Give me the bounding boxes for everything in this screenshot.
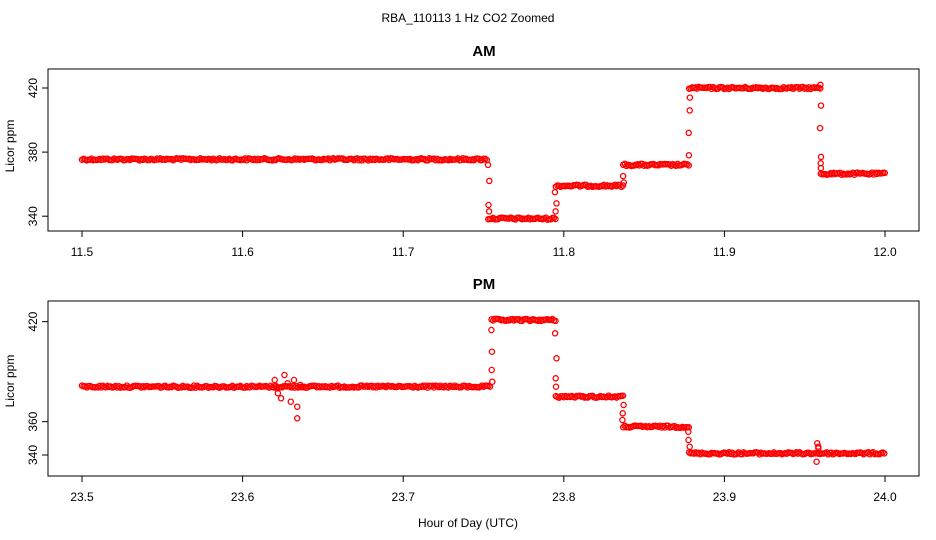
am-x-tick-label: 11.6 bbox=[231, 245, 254, 259]
am-segment-5-point bbox=[881, 169, 889, 177]
am-panel: AM Licor ppm 11.5 11.6 11.7 11.8 11.9 12.0 340… bbox=[3, 43, 920, 259]
pm-transition-0-point bbox=[488, 366, 495, 374]
x-axis-label: Hour of Day (UTC) bbox=[418, 516, 518, 530]
pm-outlier-point bbox=[271, 376, 278, 384]
am-transition-0-point bbox=[486, 177, 493, 185]
pm-outlier-point bbox=[287, 398, 295, 405]
pm-transition-0-point bbox=[488, 326, 495, 334]
am-x-tick-label: 12.0 bbox=[873, 245, 897, 259]
am-panel-title: AM bbox=[472, 43, 495, 60]
am-transition-4-point bbox=[816, 124, 824, 132]
pm-transition-0-point bbox=[489, 378, 496, 385]
am-transition-4-point bbox=[817, 164, 825, 172]
pm-plot-frame bbox=[47, 300, 920, 477]
pm-x-tick-label: 23.8 bbox=[552, 490, 576, 504]
am-data-points bbox=[78, 81, 889, 223]
pm-outlier-point bbox=[277, 395, 285, 402]
am-x-tick-label: 11.7 bbox=[392, 245, 415, 259]
pm-x-tick-label: 23.6 bbox=[231, 490, 255, 504]
pm-segment-4-point bbox=[881, 450, 888, 457]
pm-transition-1-point bbox=[552, 383, 560, 390]
pm-y-tick-label: 420 bbox=[26, 311, 40, 331]
pm-transition-4-point bbox=[813, 458, 820, 465]
am-x-tick-label: 11.9 bbox=[713, 245, 736, 259]
am-transition-4-point bbox=[817, 102, 825, 109]
pm-outlier-point bbox=[293, 415, 301, 422]
pm-transition-1-point bbox=[552, 375, 559, 382]
pm-x-tick-label: 23.7 bbox=[392, 490, 416, 504]
pm-segment-2-point bbox=[619, 392, 627, 399]
pm-transition-1-point bbox=[551, 330, 559, 337]
pm-axes: 23.5 23.6 23.7 23.8 23.9 24.0 340 360 420 bbox=[26, 311, 897, 504]
am-x-tick-label: 11.8 bbox=[553, 245, 576, 259]
pm-transition-2-point bbox=[620, 401, 627, 409]
pm-outlier-point bbox=[293, 403, 301, 410]
pm-y-tick-label: 340 bbox=[26, 445, 40, 465]
am-segment-1-point bbox=[552, 215, 559, 223]
pm-x-tick-label: 24.0 bbox=[873, 490, 897, 504]
pm-segment-1-point bbox=[552, 317, 559, 325]
am-transition-3-point bbox=[686, 107, 693, 114]
am-plot-frame bbox=[47, 68, 920, 232]
am-transition-4-point bbox=[817, 153, 825, 161]
am-transition-1-point bbox=[551, 188, 559, 196]
am-transition-0-point bbox=[484, 161, 492, 169]
figure-title: RBA_110113 1 Hz CO2 Zoomed bbox=[382, 11, 555, 25]
pm-outlier-point bbox=[284, 380, 291, 387]
am-y-axis-label: Licor ppm bbox=[3, 120, 17, 173]
pm-outlier-point bbox=[281, 371, 288, 379]
am-transition-3-point bbox=[685, 152, 693, 159]
am-transition-1-point bbox=[552, 208, 559, 215]
am-transition-1-point bbox=[553, 200, 560, 207]
am-transition-0-point bbox=[485, 208, 493, 215]
am-transition-4-point bbox=[817, 81, 824, 89]
pm-transition-0-point bbox=[488, 348, 496, 355]
am-x-tick-label: 11.5 bbox=[71, 245, 94, 259]
pm-transition-3-point bbox=[685, 428, 692, 435]
am-transition-0-point bbox=[485, 201, 492, 209]
am-segment-4-point bbox=[817, 85, 824, 92]
pm-transition-1-point bbox=[553, 355, 560, 362]
pm-panel: PM Licor ppm 23.5 23.6 23.7 23.8 23.9 24.0 340… bbox=[3, 276, 920, 504]
pm-segment-0-point bbox=[486, 383, 494, 390]
am-y-tick-label: 420 bbox=[26, 78, 40, 98]
am-y-tick-label: 380 bbox=[26, 142, 40, 162]
pm-x-tick-label: 23.5 bbox=[70, 490, 94, 504]
am-segment-3-point bbox=[685, 162, 693, 169]
pm-segment-3-point bbox=[685, 424, 693, 431]
am-transition-3-point bbox=[685, 129, 692, 137]
pm-outlier-point bbox=[290, 376, 298, 384]
pm-y-tick-label: 360 bbox=[26, 411, 40, 431]
pm-data-points bbox=[78, 315, 888, 465]
pm-outlier-point bbox=[273, 385, 280, 392]
pm-outlier-point bbox=[297, 381, 304, 389]
pm-panel-title: PM bbox=[473, 276, 496, 293]
pm-transition-2-point bbox=[619, 410, 626, 417]
pm-transition-4-point bbox=[815, 445, 822, 452]
pm-x-tick-label: 23.9 bbox=[713, 490, 737, 504]
am-transition-3-point bbox=[686, 94, 694, 101]
am-segment-2-point bbox=[619, 182, 627, 189]
am-transition-2-point bbox=[620, 179, 628, 186]
am-axes: 11.5 11.6 11.7 11.8 11.9 12.0 340 380 420 bbox=[26, 78, 897, 259]
am-transition-2-point bbox=[619, 172, 627, 180]
pm-transition-2-point bbox=[619, 416, 626, 424]
pm-transition-3-point bbox=[685, 436, 692, 444]
pm-y-axis-label: Licor ppm bbox=[3, 355, 17, 408]
am-y-tick-label: 340 bbox=[26, 206, 40, 226]
pm-transition-3-point bbox=[686, 443, 693, 450]
